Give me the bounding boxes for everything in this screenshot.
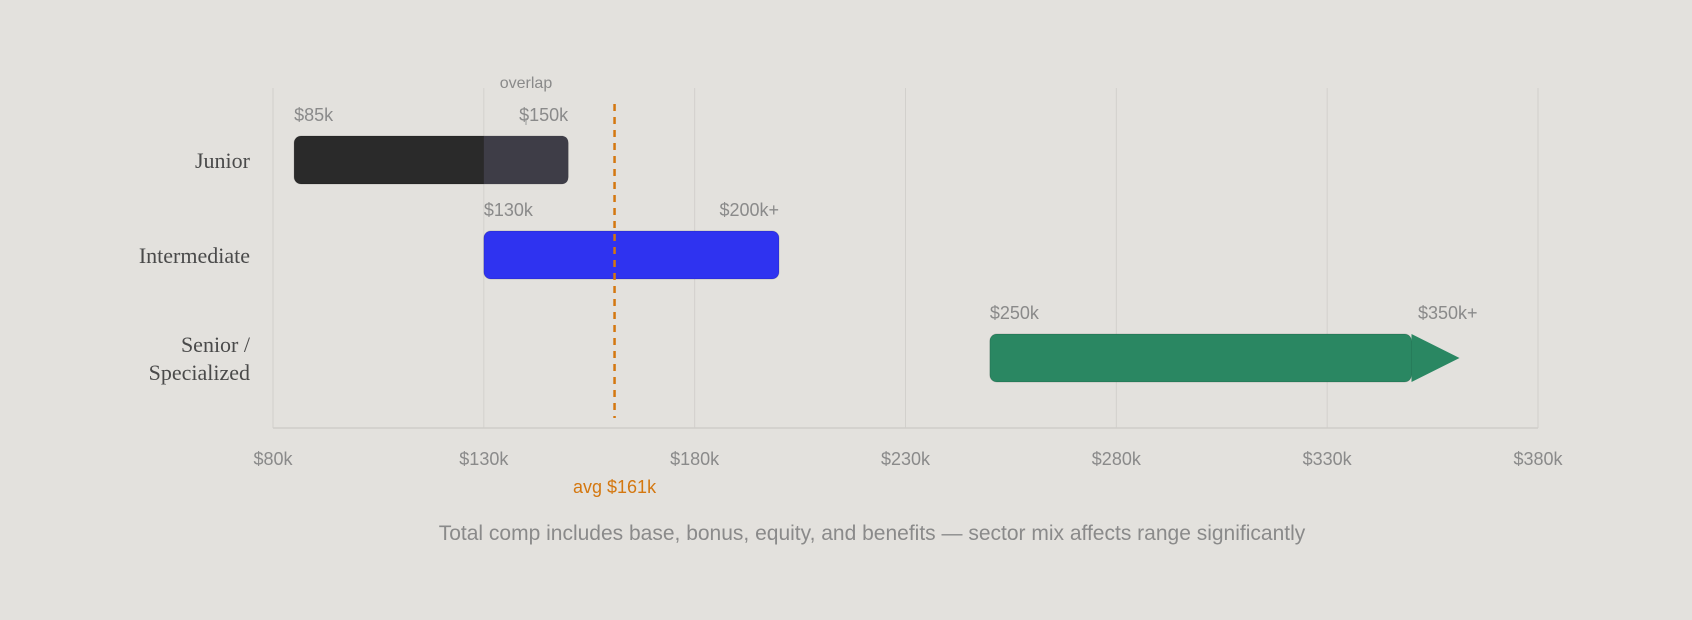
overlap-label: overlap <box>500 75 553 92</box>
average-label: avg $161k <box>573 477 657 497</box>
overlap-region <box>483 136 569 184</box>
range-end-label: $150k <box>519 105 569 125</box>
range-end-label: $350k+ <box>1418 303 1478 323</box>
x-tick-label: $380k <box>1513 449 1563 469</box>
x-tick-label: $330k <box>1303 449 1353 469</box>
category-label: Intermediate <box>139 243 250 268</box>
x-tick-label: $180k <box>670 449 720 469</box>
category-label: Specialized <box>149 360 250 385</box>
range-bar <box>989 333 1412 383</box>
range-start-label: $85k <box>294 105 334 125</box>
category-label: Junior <box>195 148 251 173</box>
x-tick-label: $280k <box>1092 449 1142 469</box>
range-bars <box>293 135 1460 383</box>
x-tick-label: $80k <box>253 449 293 469</box>
chart-caption: Total comp includes base, bonus, equity,… <box>439 522 1306 545</box>
range-bar <box>483 230 780 280</box>
x-tick-label: $230k <box>881 449 931 469</box>
open-ended-arrow <box>1411 334 1460 382</box>
x-tick-label: $130k <box>459 449 509 469</box>
average-marker: avg $161k <box>573 104 657 497</box>
range-end-label: $200k+ <box>719 200 779 220</box>
category-label: Senior / <box>181 332 251 357</box>
x-axis: $80k $130k $180k $230k $280k $330k $380k <box>253 427 1564 469</box>
bar-labels: Junior $85k $150k Intermediate $130k $200k+ Se… <box>139 75 1478 385</box>
range-start-label: $250k <box>990 303 1040 323</box>
range-start-label: $130k <box>484 200 534 220</box>
